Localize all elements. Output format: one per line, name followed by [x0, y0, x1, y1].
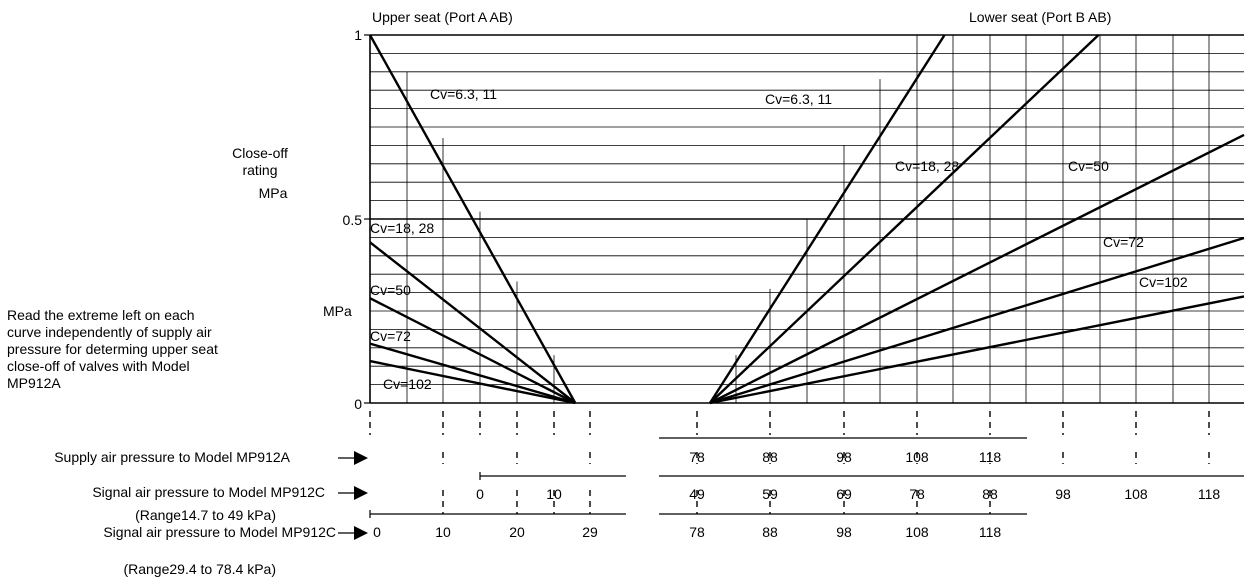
scale-tick-label-signal-a: 10 — [546, 486, 562, 502]
scale-tick-label-signal-a: 0 — [476, 486, 484, 502]
note-line: MP912A — [7, 375, 61, 391]
upper-seat-series-label: Cv=50 — [370, 282, 411, 298]
upper-seat-series-line — [369, 241, 576, 404]
lower-seat-series-line — [709, 236, 1245, 405]
chart-curves — [368, 34, 1245, 405]
scale-arrow-supply-head — [354, 451, 368, 465]
scale-tick-label-signal-a: 118 — [1198, 486, 1221, 502]
scale-sublabel-signal-b: (Range29.4 to 78.4 kPa) — [123, 561, 276, 577]
scale-tick-label-supply: 118 — [979, 449, 1002, 465]
lower-seat-series-label: Cv=50 — [1068, 158, 1109, 174]
y-axis-label-line1: Close-off — [232, 145, 288, 161]
scale-tick-label-supply: 78 — [689, 449, 705, 465]
upper-seat-series-label: Cv=72 — [370, 328, 411, 344]
scale-sublabel-signal-a: (Range14.7 to 49 kPa) — [135, 507, 276, 523]
scale-label-signal-a: Signal air pressure to Model MP912C — [92, 484, 325, 500]
scale-tick-label-signal-b: 0 — [373, 524, 381, 540]
scale-tick-label-signal-a: 49 — [689, 486, 705, 502]
scale-tick-label-supply: 108 — [905, 449, 929, 465]
dashed-projections — [369, 411, 1210, 514]
upper-seat-series-label: Cv=18, 28 — [370, 220, 434, 236]
scale-tick-label-supply: 88 — [762, 449, 778, 465]
scale-tick-label-signal-a: 108 — [1124, 486, 1148, 502]
note-line: pressure for determing upper seat — [7, 341, 218, 357]
scale-tick-label-signal-a: 88 — [982, 486, 998, 502]
lower-seat-series-line — [709, 133, 1245, 405]
upper-seat-series-line — [369, 359, 576, 405]
upper-seat-series-line — [368, 34, 577, 404]
lower-seat-series-label: Cv=72 — [1103, 234, 1144, 250]
scale-arrow-signal-b-head — [354, 526, 368, 540]
y-tick-label: 1 — [354, 27, 362, 43]
scale-tick-label-signal-b: 20 — [509, 524, 525, 540]
upper-seat-title: Upper seat (Port A AB) — [372, 9, 513, 25]
scale-tick-label-signal-a: 59 — [762, 486, 778, 502]
y-axis-label-mid: MPa — [323, 303, 352, 319]
scale-arrow-signal-a-head — [354, 486, 368, 500]
scale-tick-label-signal-a: 98 — [1055, 486, 1071, 502]
upper-seat-series-line — [369, 297, 576, 405]
y-axis-label-line3: MPa — [259, 185, 288, 201]
lower-seat-title: Lower seat (Port B AB) — [969, 9, 1111, 25]
pressure-scales: Supply air pressure to Model MP912A 78 88 9… — [54, 437, 1244, 577]
scale-tick-label-supply: 98 — [836, 449, 852, 465]
scale-tick-label-signal-b: 118 — [979, 524, 1002, 540]
y-axis-label-line2: rating — [242, 162, 277, 178]
scale-label-signal-b: Signal air pressure to Model MP912C — [103, 524, 336, 540]
scale-tick-label-signal-a: 69 — [836, 486, 852, 502]
scale-tick-label-signal-a: 78 — [909, 486, 925, 502]
note-line: curve independently of supply air — [7, 324, 212, 340]
lower-seat-series-line — [708, 34, 946, 404]
upper-seat-series-line — [369, 342, 576, 405]
scale-tick-label-signal-b: 88 — [762, 524, 778, 540]
chart-grid — [370, 35, 1244, 403]
lower-seat-series-line — [709, 295, 1245, 405]
y-tick-label: 0.5 — [343, 212, 363, 228]
upper-seat-series-label: Cv=6.3, 11 — [430, 86, 497, 102]
scale-label-supply: Supply air pressure to Model MP912A — [54, 449, 290, 465]
scale-tick-label-signal-b: 98 — [836, 524, 852, 540]
note-line: Read the extreme left on each — [7, 307, 195, 323]
lower-seat-series-label: Cv=102 — [1139, 274, 1188, 290]
y-tick-label: 0 — [354, 396, 362, 412]
scale-tick-label-signal-b: 78 — [689, 524, 705, 540]
lower-seat-series-line — [709, 34, 1100, 404]
upper-seat-series-label: Cv=102 — [383, 376, 432, 392]
note-line: close-off of valves with Model — [7, 358, 190, 374]
lower-seat-series-label: Cv=6.3, 11 — [765, 91, 832, 107]
scale-tick-label-signal-b: 108 — [905, 524, 929, 540]
scale-tick-label-signal-b: 10 — [435, 524, 451, 540]
lower-seat-series-label: Cv=18, 28 — [895, 158, 959, 174]
scale-tick-label-signal-b: 29 — [582, 524, 598, 540]
